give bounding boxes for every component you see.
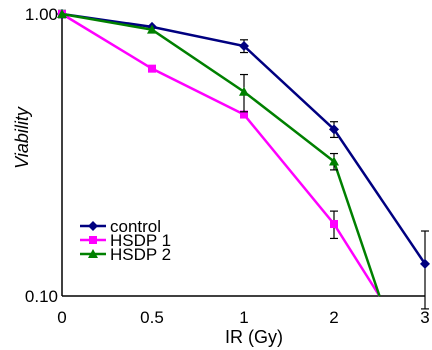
legend-label: control [110,217,161,236]
data-point-diamond [88,221,98,231]
data-point-square [89,236,97,244]
y-tick-label: 0.10 [25,287,58,306]
legend-item: HSDP 1 [80,231,171,250]
chart-series-layer [57,9,430,310]
y-tick-label: 1.00 [25,5,58,24]
data-point-square [240,110,248,119]
legend-label: HSDP 2 [110,245,171,264]
data-point-diamond [420,258,430,269]
x-tick-label: 0 [57,308,66,327]
x-tick-label: 2 [329,308,338,327]
data-point-triangle [147,24,157,34]
data-point-triangle [239,86,249,96]
y-axis-title: Viability [12,106,32,169]
data-point-diamond [329,124,339,135]
data-point-square [330,220,338,229]
x-tick-label: 0.5 [140,308,164,327]
data-point-triangle [88,249,98,258]
x-tick-label: 3 [420,308,429,327]
legend-item: control [80,217,161,236]
series-hsdp-2 [57,9,381,297]
x-axis-title: IR (Gy) [225,327,283,347]
data-point-triangle [329,156,339,166]
chart-labels: 0.10 1.00 0 0.5 1 2 3 IR (Gy) Viability [12,5,430,347]
series-control [57,9,430,310]
data-point-triangle [57,9,67,18]
data-point-diamond [239,41,249,52]
legend-label: HSDP 1 [110,231,171,250]
data-point-square [148,64,156,73]
legend-item: HSDP 2 [80,245,171,264]
chart-axes [61,14,425,297]
x-tick-label: 1 [239,308,248,327]
